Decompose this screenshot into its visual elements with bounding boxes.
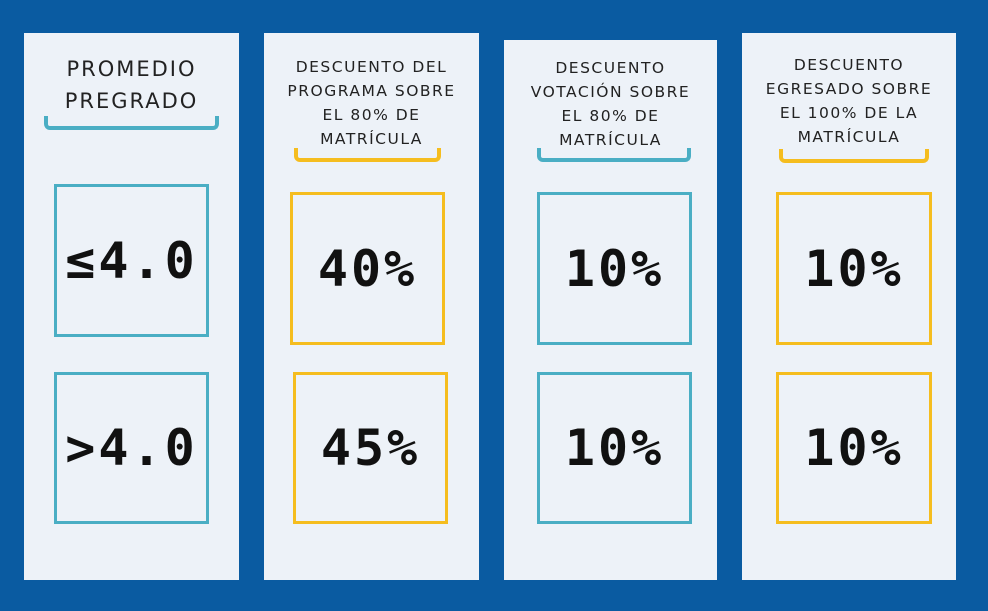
header-line: PROMEDIO — [66, 57, 197, 81]
value-box: 10% — [537, 372, 692, 524]
header-line: MATRÍCULA — [797, 128, 901, 146]
header-bracket — [779, 149, 929, 163]
header-line: PREGRADO — [64, 89, 199, 113]
value-box: 10% — [537, 192, 692, 345]
column-descuento-egresado: DESCUENTO EGRESADO SOBRE EL 100% DE LA M… — [742, 33, 956, 580]
column-descuento-programa: DESCUENTO DEL PROGRAMA SOBRE EL 80% DE M… — [264, 33, 479, 580]
column-header: DESCUENTO EGRESADO SOBRE EL 100% DE LA M… — [742, 53, 956, 149]
header-line: VOTACIÓN SOBRE — [530, 83, 691, 101]
header-line: DESCUENTO — [555, 59, 666, 77]
header-line: MATRÍCULA — [559, 131, 662, 149]
header-line: DESCUENTO — [793, 56, 905, 74]
header-line: EGRESADO SOBRE — [765, 80, 933, 98]
value-box: 45% — [293, 372, 448, 524]
column-header: PROMEDIO PREGRADO — [24, 53, 239, 117]
value-box: 10% — [776, 192, 932, 345]
header-line: EL 80% DE — [561, 107, 660, 125]
header-bracket — [294, 148, 441, 162]
header-line: MATRÍCULA — [320, 130, 423, 148]
value-box: 10% — [776, 372, 932, 524]
column-descuento-votacion: DESCUENTO VOTACIÓN SOBRE EL 80% DE MATRÍ… — [504, 40, 717, 580]
header-line: EL 100% DE LA — [779, 104, 919, 122]
header-line: DESCUENTO DEL — [295, 58, 448, 76]
column-header: DESCUENTO DEL PROGRAMA SOBRE EL 80% DE M… — [264, 55, 479, 151]
value-box: >4.0 — [54, 372, 209, 524]
header-line: PROGRAMA SOBRE — [287, 82, 456, 100]
value-box: ≤4.0 — [54, 184, 209, 337]
column-header: DESCUENTO VOTACIÓN SOBRE EL 80% DE MATRÍ… — [504, 56, 717, 152]
column-promedio-pregrado: PROMEDIO PREGRADO ≤4.0 >4.0 — [24, 33, 239, 580]
header-bracket — [537, 148, 691, 162]
header-line: EL 80% DE — [322, 106, 421, 124]
header-bracket — [44, 116, 219, 130]
value-box: 40% — [290, 192, 445, 345]
